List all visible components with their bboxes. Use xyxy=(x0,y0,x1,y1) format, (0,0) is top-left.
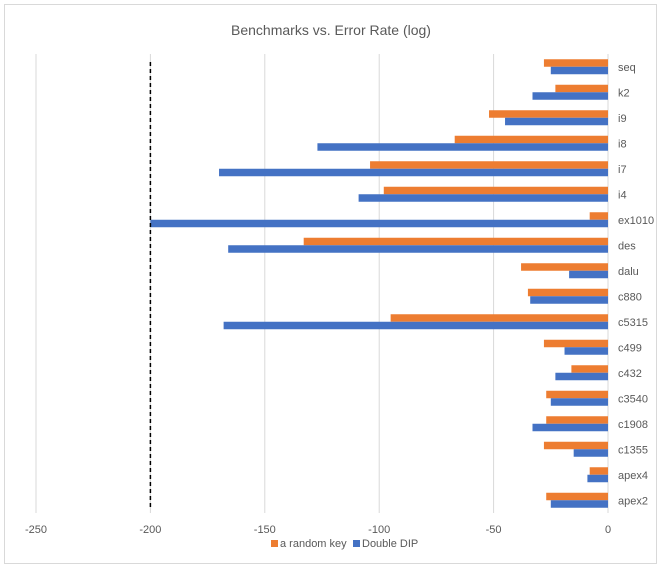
bar-random-key xyxy=(527,288,608,297)
category-label: i4 xyxy=(618,189,627,201)
bar-random-key xyxy=(303,237,608,246)
category-label: c3540 xyxy=(618,393,648,405)
category-label: c1355 xyxy=(618,444,648,456)
category-label: c5315 xyxy=(618,317,648,329)
bar-random-key xyxy=(521,263,608,271)
legend-label: a random key xyxy=(280,538,347,550)
legend-swatch xyxy=(271,540,278,547)
bar-chart: Benchmarks vs. Error Rate (log) -250 -200… xyxy=(25,22,654,550)
legend-label: Double DIP xyxy=(362,538,418,550)
bar-random-key xyxy=(454,135,608,144)
bar-double-dip xyxy=(530,296,608,304)
category-label: k2 xyxy=(618,87,630,99)
category-label: des xyxy=(618,240,636,252)
bar-random-key xyxy=(543,441,608,450)
bar-random-key xyxy=(543,339,608,348)
bar-double-dip xyxy=(150,219,608,228)
bar-random-key xyxy=(370,161,608,169)
bar-random-key xyxy=(589,467,608,475)
bar-random-key xyxy=(546,390,608,399)
category-label: seq xyxy=(618,62,636,74)
bar-double-dip xyxy=(532,423,608,432)
x-tick-label: -50 xyxy=(486,524,502,536)
x-tick-label: -100 xyxy=(368,524,390,536)
category-label: c499 xyxy=(618,342,642,354)
x-tick-label: 0 xyxy=(605,524,611,536)
x-tick-label: -200 xyxy=(139,524,161,536)
legend-swatch xyxy=(353,540,360,547)
bar-random-key xyxy=(571,365,608,373)
bar-double-dip xyxy=(532,92,608,100)
chart-title: Benchmarks vs. Error Rate (log) xyxy=(231,22,431,38)
category-label: c432 xyxy=(618,368,642,380)
category-label: c1908 xyxy=(618,419,648,431)
category-label: i9 xyxy=(618,113,627,125)
bar-double-dip xyxy=(505,117,608,126)
bar-double-dip xyxy=(569,270,608,279)
bar-double-dip xyxy=(550,66,608,75)
x-tick-label: -150 xyxy=(254,524,276,536)
bar-random-key xyxy=(543,59,608,67)
bar-double-dip xyxy=(223,321,608,330)
category-label: ex1010 xyxy=(618,215,654,227)
category-label: dalu xyxy=(618,266,639,278)
bar-random-key xyxy=(546,492,608,501)
bar-random-key xyxy=(555,84,608,93)
category-label: i8 xyxy=(618,138,627,150)
bar-double-dip xyxy=(564,347,608,355)
bar-double-dip xyxy=(550,500,608,508)
bar-double-dip xyxy=(228,245,608,253)
bar-double-dip xyxy=(358,194,608,202)
category-label: i7 xyxy=(618,164,627,176)
bar-double-dip xyxy=(587,474,608,483)
bar-random-key xyxy=(489,110,608,118)
category-label: apex2 xyxy=(618,495,648,507)
category-label: c880 xyxy=(618,291,642,303)
bar-random-key xyxy=(390,314,608,322)
bar-double-dip xyxy=(550,398,608,406)
bar-double-dip xyxy=(219,168,609,177)
x-tick-label: -250 xyxy=(25,524,47,536)
bar-double-dip xyxy=(317,143,608,151)
chart-frame: Benchmarks vs. Error Rate (log) -250 -200… xyxy=(4,4,657,564)
bar-double-dip xyxy=(573,449,608,457)
bar-random-key xyxy=(589,212,608,220)
category-label: apex4 xyxy=(618,470,648,482)
bar-double-dip xyxy=(555,372,608,381)
bar-random-key xyxy=(383,186,608,195)
bar-random-key xyxy=(546,416,608,424)
